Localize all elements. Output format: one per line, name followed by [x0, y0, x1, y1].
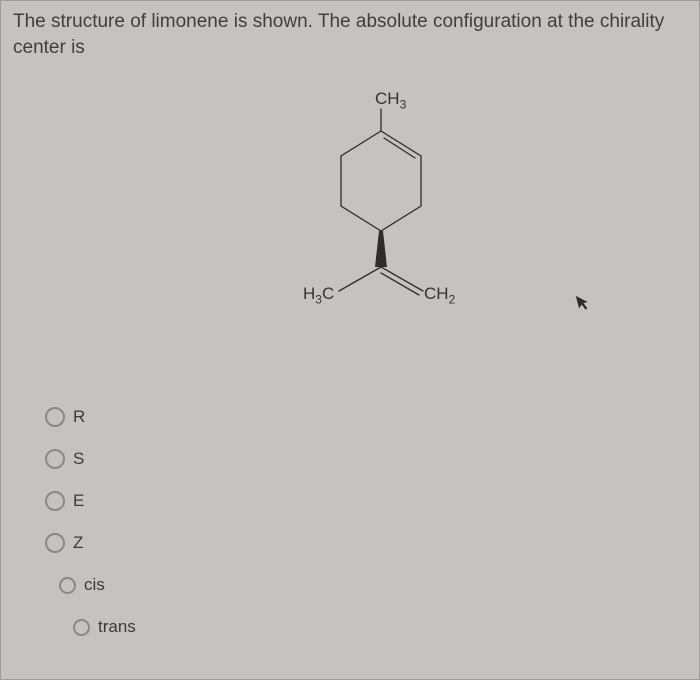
option-label: R — [73, 407, 85, 427]
limonene-structure: CH3 H3C CH2 — [271, 91, 491, 351]
radio-icon — [73, 619, 90, 636]
option-trans[interactable]: trans — [73, 617, 136, 637]
answer-options: R S E Z cis trans — [45, 407, 136, 637]
radio-icon — [59, 577, 76, 594]
label-h3c-left: H3C — [303, 284, 334, 306]
option-label: cis — [84, 575, 105, 595]
option-cis[interactable]: cis — [59, 575, 136, 595]
radio-icon — [45, 533, 65, 553]
molecule-svg — [271, 91, 491, 351]
option-E[interactable]: E — [45, 491, 136, 511]
label-ch3-top: CH3 — [375, 89, 406, 111]
question-card: The structure of limonene is shown. The … — [0, 0, 700, 680]
option-label: Z — [73, 533, 83, 553]
option-label: S — [73, 449, 84, 469]
question-line-1: The structure of limonene is shown. The … — [13, 11, 664, 32]
radio-icon — [45, 407, 65, 427]
option-Z[interactable]: Z — [45, 533, 136, 553]
radio-icon — [45, 449, 65, 469]
question-text: The structure of limonene is shown. The … — [13, 9, 685, 60]
radio-icon — [45, 491, 65, 511]
question-line-2: center is — [13, 37, 85, 58]
cursor-icon — [575, 292, 594, 316]
option-label: trans — [98, 617, 136, 637]
option-R[interactable]: R — [45, 407, 136, 427]
option-label: E — [73, 491, 84, 511]
label-ch2-right: CH2 — [424, 284, 455, 306]
option-S[interactable]: S — [45, 449, 136, 469]
